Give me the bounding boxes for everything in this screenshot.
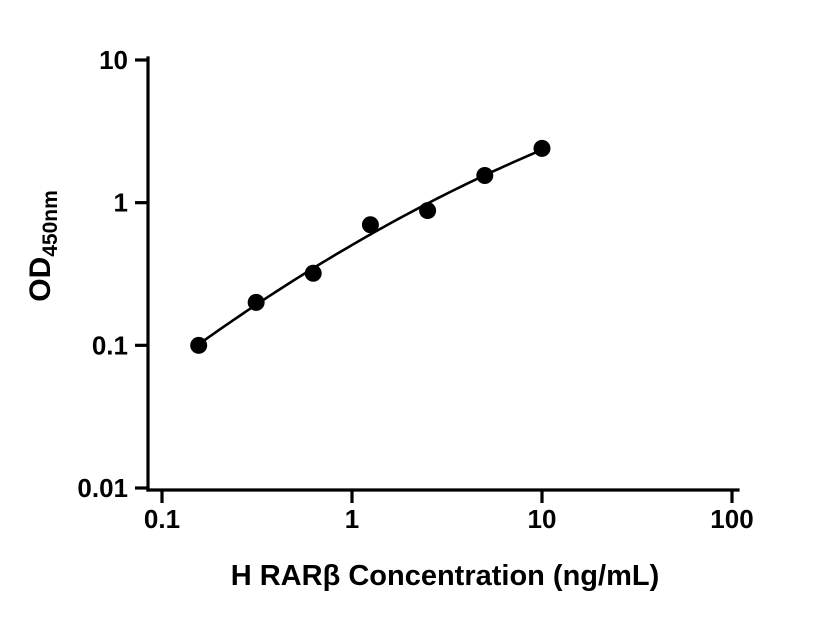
- x-axis-title: H RARβ Concentration (ng/mL): [231, 560, 660, 592]
- y-axis-title: OD450nm: [24, 190, 62, 302]
- x-tick-label: 1: [345, 504, 359, 534]
- data-point: [361, 216, 379, 234]
- data-point: [533, 139, 551, 157]
- y-tick-label: 0.1: [92, 330, 128, 360]
- y-axis-title-subscript: 450nm: [39, 190, 62, 257]
- x-tick-label: 100: [710, 504, 753, 534]
- y-tick-label: 10: [99, 45, 128, 75]
- data-point: [419, 202, 437, 220]
- plot-area: 0.1 1 10 100 0.01 0.1 1 10: [77, 45, 753, 534]
- data-point: [190, 336, 208, 354]
- data-point: [247, 293, 265, 311]
- data-point: [304, 264, 322, 282]
- x-tick-label: 0.1: [144, 504, 180, 534]
- data-point: [476, 167, 494, 185]
- y-tick-label: 0.01: [77, 473, 128, 503]
- y-tick-label: 1: [114, 188, 128, 218]
- x-tick-label: 10: [528, 504, 557, 534]
- y-axis-title-main: OD: [24, 257, 57, 302]
